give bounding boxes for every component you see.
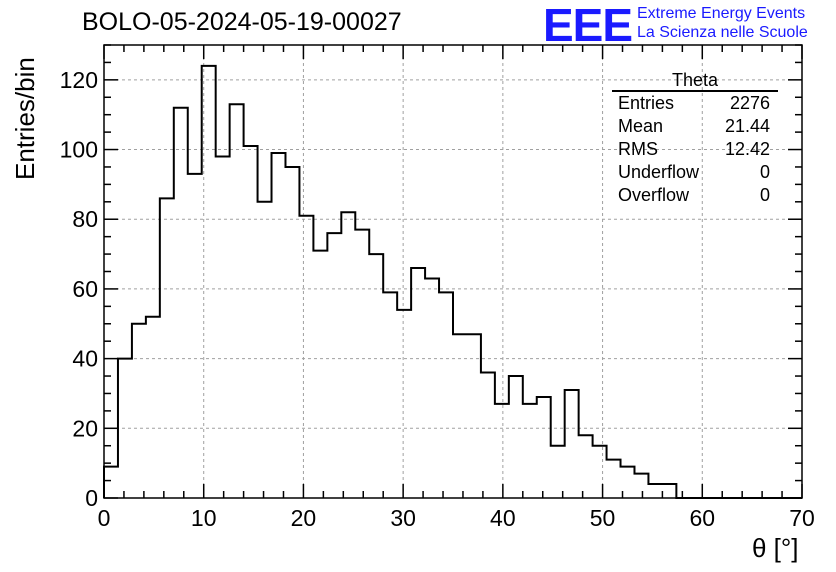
y-tick-label: 120	[60, 67, 98, 93]
x-tick-label: 50	[590, 505, 616, 531]
histogram-bin	[355, 230, 369, 498]
stats-row-underflow: Underflow 0	[612, 161, 778, 184]
histogram-bin	[258, 202, 272, 498]
stats-label: Mean	[618, 116, 664, 136]
histogram-bin	[509, 376, 523, 498]
stats-value: 0	[759, 185, 770, 205]
stats-row-entries: Entries 2276	[612, 92, 778, 115]
histogram-bin	[411, 268, 425, 498]
x-tick-label: 60	[689, 505, 715, 531]
stats-value: 21.44	[724, 116, 770, 136]
logo-caption: Extreme Energy Events La Scienza nelle S…	[637, 4, 808, 42]
stats-title: Theta	[612, 70, 778, 92]
histogram-bin	[481, 373, 495, 498]
eee-logo: EEE	[543, 0, 633, 51]
x-tick-label: 20	[291, 505, 317, 531]
y-tick-label: 40	[72, 346, 98, 372]
grid-lines	[104, 45, 802, 498]
y-tick-label: 100	[60, 137, 98, 163]
x-tick-label: 70	[789, 505, 815, 531]
histogram-bin	[579, 435, 593, 498]
tick-labels: 0 10 20 30 40 50 60 70 0 20 40 60 80 100 120	[60, 67, 815, 531]
histogram-bin	[648, 484, 662, 498]
histogram-bin	[285, 167, 299, 498]
histogram-bin	[174, 108, 188, 498]
histogram-bin	[565, 390, 579, 498]
histogram-bars	[103, 64, 802, 499]
y-tick-label: 80	[72, 206, 98, 232]
x-tick-label: 0	[98, 505, 111, 531]
histogram-bin	[188, 174, 202, 498]
histogram-bin	[146, 317, 160, 498]
histogram-bin	[244, 146, 258, 498]
histogram-bin	[397, 310, 411, 498]
stats-value: 2276	[729, 93, 770, 113]
stats-value: 0	[759, 162, 770, 182]
x-tick-label: 30	[390, 505, 416, 531]
stats-row-rms: RMS 12.42	[612, 138, 778, 161]
histogram-bin	[662, 484, 676, 498]
chart-title: BOLO-05-2024-05-19-00027	[82, 8, 402, 36]
stats-label: Entries	[618, 93, 675, 113]
histogram-bin	[104, 467, 118, 498]
histogram-bin	[439, 292, 453, 498]
stats-label: RMS	[618, 139, 658, 159]
histogram-bin	[634, 474, 648, 498]
histogram-bin	[551, 446, 565, 498]
y-axis-label: Entries/bin	[10, 57, 40, 180]
histogram-bin	[341, 212, 355, 498]
stats-box: Theta Entries 2276 Mean 21.44 RMS 12.42 …	[612, 70, 778, 207]
histogram-bin	[369, 254, 383, 498]
histogram-bin	[327, 233, 341, 498]
stats-label: Overflow	[618, 185, 690, 205]
logo-caption-line1: Extreme Energy Events	[637, 5, 806, 22]
x-tick-label: 10	[191, 505, 217, 531]
histogram-bin	[272, 153, 286, 498]
logo-caption-line2: La Scienza nelle Scuole	[637, 24, 808, 41]
stats-label: Underflow	[618, 162, 700, 182]
y-tick-label: 20	[72, 415, 98, 441]
histogram-bin	[495, 404, 509, 498]
x-axis-label: θ [°]	[752, 533, 799, 563]
histogram-bin	[313, 251, 327, 498]
histogram-bin	[383, 292, 397, 498]
histogram-bin	[593, 446, 607, 498]
y-tick-label: 60	[72, 276, 98, 302]
stats-row-overflow: Overflow 0	[612, 184, 778, 207]
histogram-bin	[523, 404, 537, 498]
histogram-bin	[216, 157, 230, 498]
histogram-bin	[537, 397, 551, 498]
x-tick-label: 40	[490, 505, 516, 531]
y-tick-label: 0	[85, 485, 98, 511]
stats-row-mean: Mean 21.44	[612, 115, 778, 138]
histogram-bin	[299, 216, 313, 498]
histogram-bin	[230, 104, 244, 498]
histogram-bin	[132, 324, 146, 498]
histogram-outline	[103, 64, 802, 499]
stats-value: 12.42	[724, 139, 770, 159]
histogram-bin	[160, 198, 174, 498]
histogram-bin	[425, 278, 439, 498]
axis-ticks	[103, 44, 803, 499]
histogram-bin	[607, 460, 621, 498]
